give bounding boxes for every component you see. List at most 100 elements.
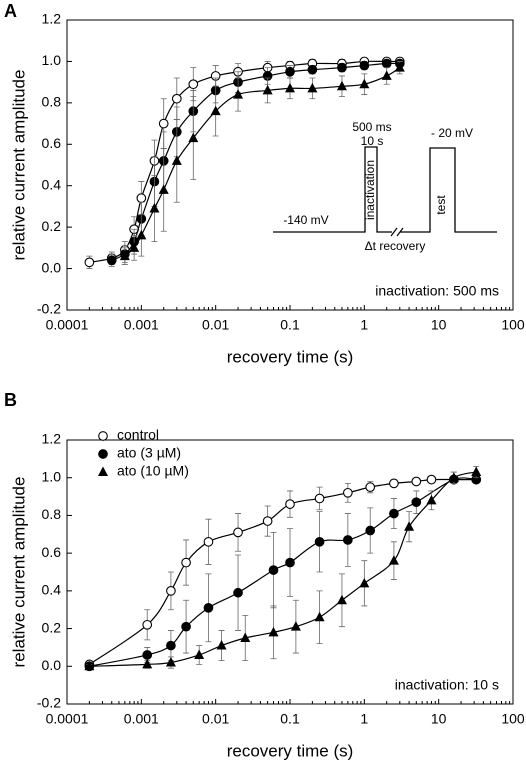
data-point xyxy=(381,70,392,80)
y-tick-label: 1.0 xyxy=(42,468,62,484)
legend-label: control xyxy=(117,427,159,443)
protocol-label: inactivation xyxy=(363,160,377,220)
data-point xyxy=(394,62,405,72)
data-point xyxy=(389,478,399,489)
x-tick-label: 0.01 xyxy=(202,317,229,333)
data-point xyxy=(136,229,147,240)
y-tick-label: 0.0 xyxy=(42,657,62,673)
data-point xyxy=(404,521,415,531)
y-tick-label: 1.2 xyxy=(42,431,62,447)
panel: A -0.2 0.0 0.2 0.4 0.6 0.8 1.0 1.2 0.0001 0.001 0.0… xyxy=(4,1,525,367)
data-point xyxy=(381,58,392,69)
data-point xyxy=(166,640,176,651)
data-point xyxy=(336,594,347,605)
data-point xyxy=(142,658,153,669)
protocol-label: -140 mV xyxy=(283,213,328,227)
data-point xyxy=(181,621,191,632)
data-point xyxy=(336,80,347,91)
data-point xyxy=(188,132,199,143)
data-point xyxy=(290,621,301,631)
data-point xyxy=(216,640,227,650)
data-point xyxy=(262,516,273,526)
legend-label: ato (10 µM) xyxy=(117,463,189,479)
x-tick-label: 100 xyxy=(501,317,525,333)
x-tick-label: 0.1 xyxy=(280,711,300,727)
legend-marker xyxy=(98,466,108,476)
panel-label: A xyxy=(4,1,17,21)
data-point xyxy=(342,487,353,498)
data-point xyxy=(389,508,399,519)
protocol-label: 10 s xyxy=(361,134,384,148)
y-tick-label: 0.4 xyxy=(42,582,62,598)
data-point xyxy=(359,577,370,588)
protocol-label: Δt recovery xyxy=(365,239,426,253)
x-tick-label: 0.0001 xyxy=(46,317,89,333)
data-point xyxy=(129,242,140,252)
data-point xyxy=(268,565,279,575)
y-axis-title: relative current amplitude xyxy=(9,477,28,668)
data-point xyxy=(262,84,273,95)
y-tick-label: 0.6 xyxy=(42,544,62,560)
data-point xyxy=(166,586,176,596)
data-point xyxy=(149,203,160,213)
data-point xyxy=(426,494,437,505)
x-tick-label: 0.01 xyxy=(202,711,229,727)
x-tick-label: 10 xyxy=(431,711,447,727)
fit-line xyxy=(89,478,477,665)
data-point xyxy=(106,255,117,266)
data-point xyxy=(388,555,399,565)
data-point xyxy=(426,474,437,485)
x-tick-label: 0.001 xyxy=(124,317,159,333)
y-tick-label: 0.4 xyxy=(42,176,62,192)
x-tick-label: 0.1 xyxy=(280,317,300,333)
x-tick-label: 10 xyxy=(431,317,447,333)
y-tick-label: 0.2 xyxy=(42,619,62,635)
data-point xyxy=(158,118,169,129)
y-tick-label: 1.2 xyxy=(42,11,62,27)
data-point xyxy=(171,155,182,165)
data-point xyxy=(314,493,325,504)
data-point xyxy=(314,536,325,547)
y-tick-label: 0.2 xyxy=(42,218,62,234)
x-axis-title: recovery time (s) xyxy=(227,741,354,760)
data-point xyxy=(471,466,482,477)
data-point xyxy=(285,557,295,568)
data-point xyxy=(233,587,243,598)
y-axis-title: relative current amplitude xyxy=(9,70,28,261)
data-point xyxy=(365,525,376,536)
x-tick-label: 0.0001 xyxy=(46,711,89,727)
legend-marker xyxy=(98,449,108,459)
data-point xyxy=(203,536,214,547)
x-tick-label: 100 xyxy=(501,711,525,727)
x-axis-title: recovery time (s) xyxy=(227,347,354,366)
data-point xyxy=(181,557,191,568)
data-point xyxy=(171,93,182,104)
protocol-label: - 20 mV xyxy=(431,126,473,140)
data-point xyxy=(240,632,251,642)
panel-label: B xyxy=(4,390,17,410)
data-point xyxy=(165,657,176,667)
legend-label: ato (3 µM) xyxy=(117,445,181,461)
data-point xyxy=(448,472,459,482)
axis-break xyxy=(390,227,404,237)
data-point xyxy=(285,66,295,77)
y-tick-label: -0.2 xyxy=(37,695,61,711)
data-point xyxy=(84,660,95,671)
protocol-trace xyxy=(273,146,497,233)
data-point xyxy=(233,527,243,538)
x-tick-label: 1 xyxy=(360,711,368,727)
panel: B -0.2 0.0 0.2 0.4 0.6 0.8 1.0 1.2 0.0001 0.001 0.0… xyxy=(4,390,525,761)
data-point xyxy=(359,78,370,89)
data-point xyxy=(268,626,279,637)
data-point xyxy=(136,193,147,203)
y-tick-label: 0.0 xyxy=(42,259,62,275)
data-point xyxy=(314,611,325,622)
data-point xyxy=(194,649,205,659)
data-point xyxy=(307,64,318,75)
x-tick-label: 1 xyxy=(360,317,368,333)
data-point xyxy=(411,497,422,508)
protocol-label: 500 ms xyxy=(352,120,391,134)
data-point xyxy=(188,79,199,90)
